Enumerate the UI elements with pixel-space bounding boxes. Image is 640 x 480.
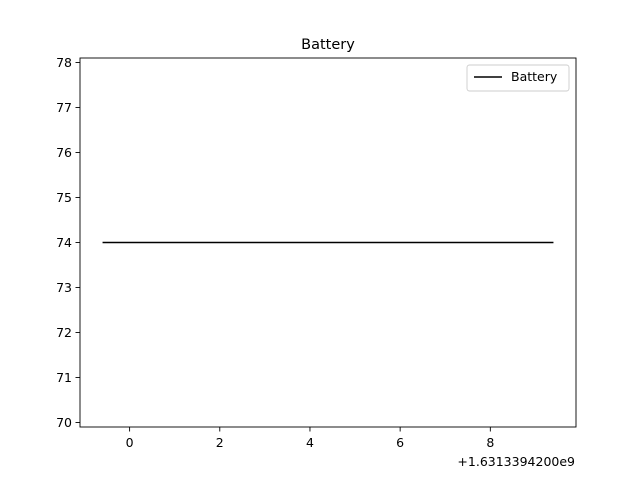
legend-box bbox=[466, 64, 570, 92]
y-tick-label: 70 bbox=[56, 415, 72, 430]
x-axis-offset-label: +1.6313394200e9 bbox=[457, 454, 575, 469]
x-tick-label: 0 bbox=[126, 435, 134, 450]
x-tick-label: 2 bbox=[216, 435, 224, 450]
x-tick-label: 6 bbox=[396, 435, 404, 450]
y-tick-label: 77 bbox=[56, 100, 72, 115]
x-axis: 0 2 4 6 8 bbox=[126, 427, 494, 450]
y-axis: 70 71 72 73 74 75 76 77 78 bbox=[56, 55, 80, 430]
y-tick-label: 75 bbox=[56, 190, 72, 205]
y-tick-label: 73 bbox=[56, 280, 72, 295]
x-tick-label: 4 bbox=[306, 435, 314, 450]
y-tick-label: 72 bbox=[56, 325, 72, 340]
chart-title: Battery bbox=[301, 37, 355, 53]
legend: Battery bbox=[466, 64, 570, 92]
y-tick-label: 76 bbox=[56, 145, 72, 160]
y-tick-label: 71 bbox=[56, 370, 72, 385]
y-tick-label: 74 bbox=[56, 235, 72, 250]
plot-area-frame bbox=[79, 57, 577, 428]
x-tick-label: 8 bbox=[486, 435, 494, 450]
y-tick-label: 78 bbox=[56, 55, 72, 70]
legend-label: Battery bbox=[511, 69, 558, 84]
